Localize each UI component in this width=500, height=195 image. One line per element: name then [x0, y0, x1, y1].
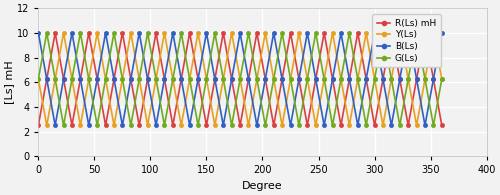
Legend: R(Ls) mH, Y(Ls), B(Ls), G(Ls): R(Ls) mH, Y(Ls), B(Ls), G(Ls)	[372, 14, 440, 67]
Y-axis label: [Ls] mH: [Ls] mH	[4, 60, 14, 104]
X-axis label: Degree: Degree	[242, 181, 283, 191]
